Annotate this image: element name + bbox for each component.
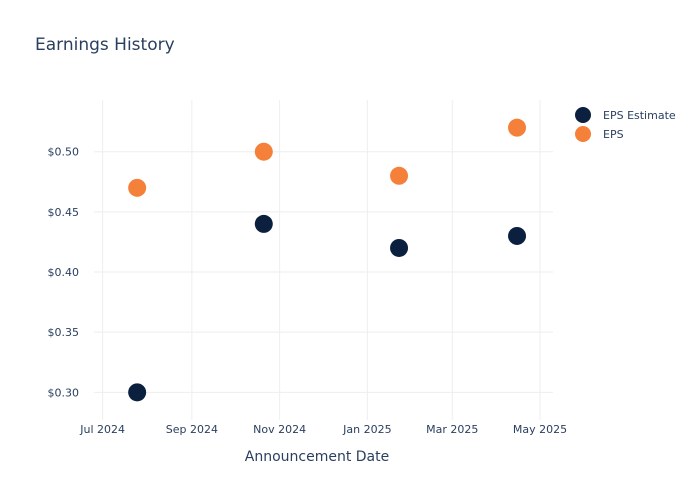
eps-point[interactable] [508,118,527,137]
y-tick-label: $0.40 [48,266,80,279]
eps-point[interactable] [254,142,273,161]
legend: EPS Estimate EPS [575,107,676,142]
y-axis-ticks: $0.30 $0.35 $0.40 $0.45 $0.50 [48,146,80,400]
eps-estimate-point[interactable] [128,383,147,402]
x-tick-label: Jan 2025 [342,423,391,436]
x-tick-label: Jul 2024 [79,423,125,436]
legend-marker [575,126,591,142]
y-tick-label: $0.50 [48,146,80,159]
eps-estimate-point[interactable] [508,226,527,245]
x-tick-label: Nov 2024 [253,423,306,436]
data-points [128,118,527,402]
gridlines [94,100,553,420]
eps-point[interactable] [128,178,147,197]
x-tick-label: Mar 2025 [426,423,478,436]
x-axis-title: Announcement Date [245,449,389,465]
eps-estimate-point[interactable] [390,238,409,257]
y-tick-label: $0.45 [48,206,80,219]
legend-label: EPS Estimate [603,109,676,122]
x-tick-label: Sep 2024 [166,423,218,436]
y-tick-label: $0.30 [48,386,80,399]
x-axis-ticks: Jul 2024 Sep 2024 Nov 2024 Jan 2025 Mar 2025… [79,423,567,436]
legend-marker [575,107,591,123]
chart-title: Earnings History [35,35,175,55]
eps-point[interactable] [390,166,409,185]
legend-label: EPS [603,128,624,141]
x-tick-label: May 2025 [513,423,567,436]
eps-estimate-point[interactable] [254,214,273,233]
y-tick-label: $0.35 [48,326,80,339]
